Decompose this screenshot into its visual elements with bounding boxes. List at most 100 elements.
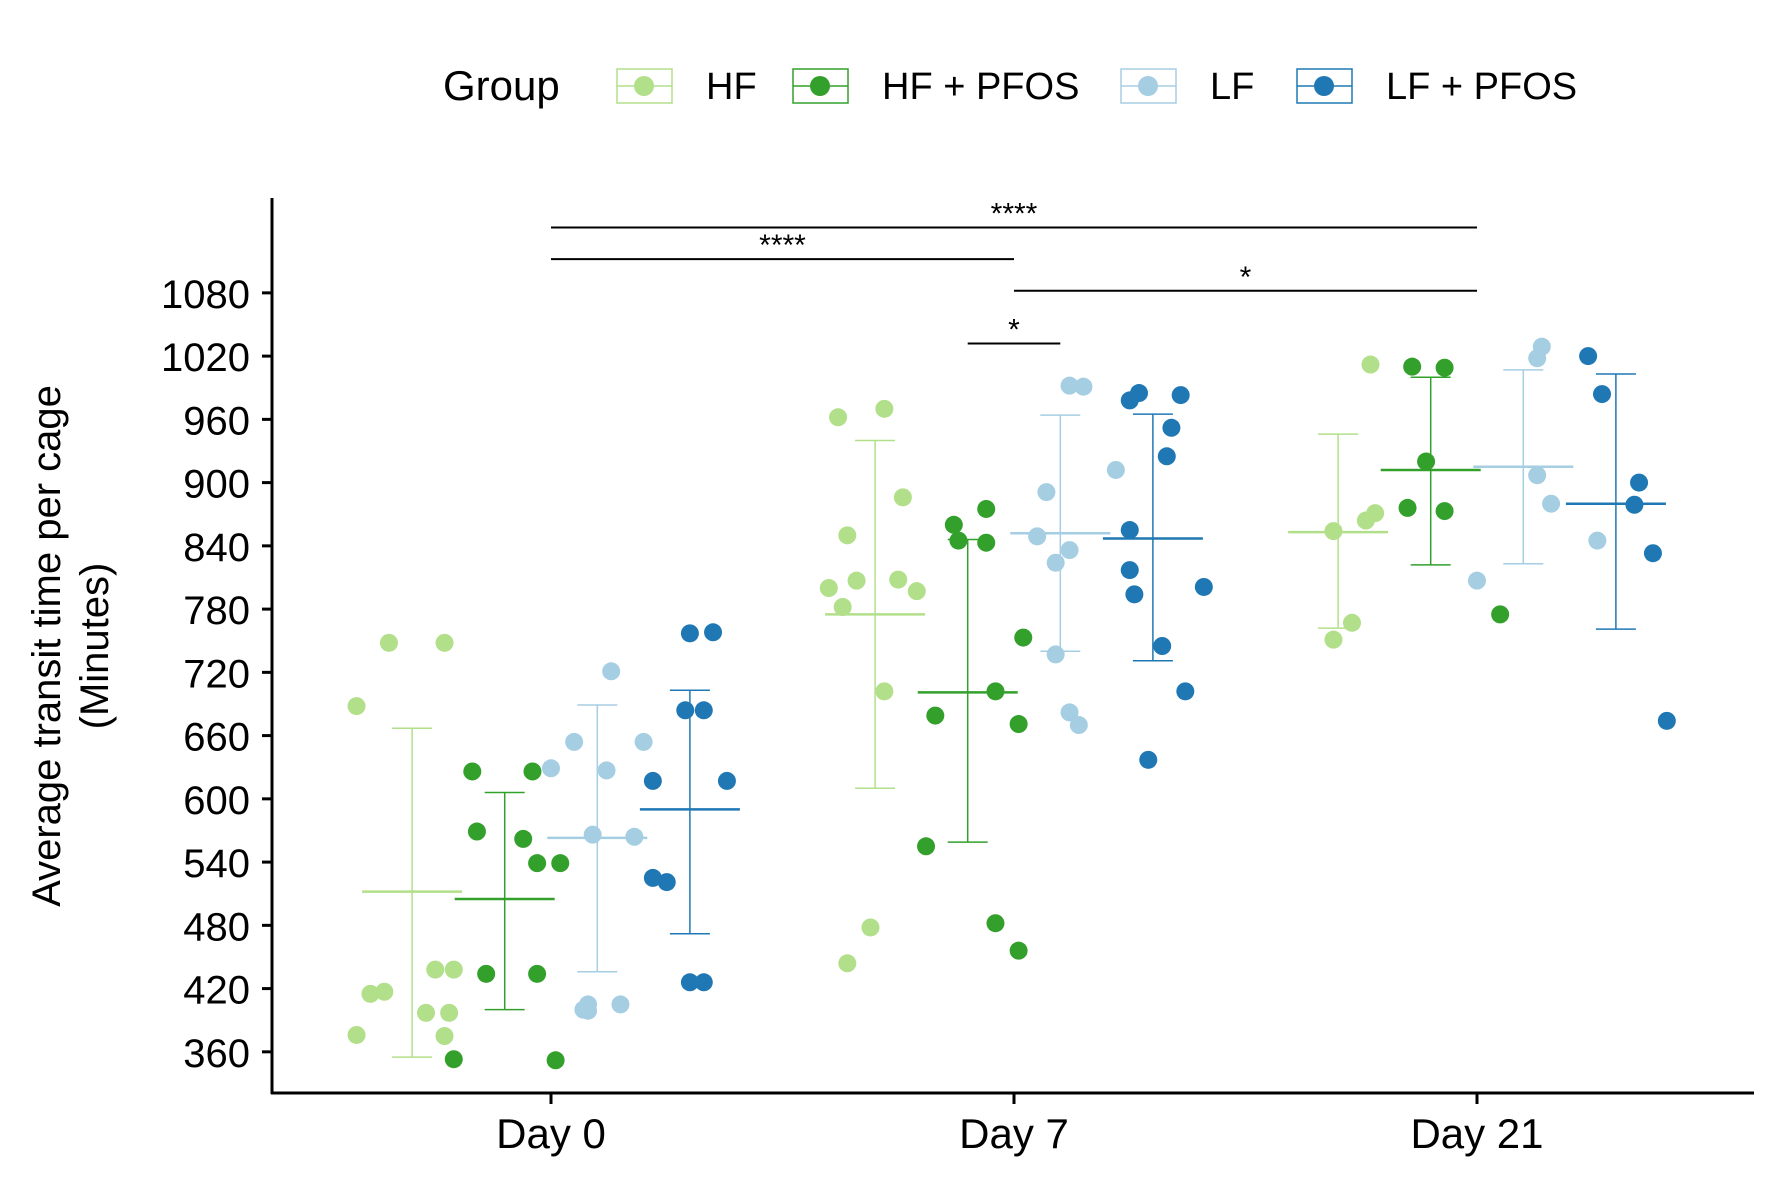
data-point bbox=[463, 762, 482, 781]
legend-label: HF + PFOS bbox=[882, 66, 1079, 108]
data-point bbox=[889, 570, 908, 589]
data-point bbox=[861, 918, 880, 937]
significance-bracket: **** bbox=[551, 229, 1014, 262]
data-point bbox=[977, 533, 996, 552]
data-point bbox=[1162, 418, 1181, 437]
data-point bbox=[717, 771, 736, 790]
data-point bbox=[1324, 522, 1343, 541]
legend-label: LF + PFOS bbox=[1386, 66, 1577, 108]
y-axis-title: Average transit time per cage (Minutes) bbox=[25, 385, 117, 907]
legend-item-lf-pfos: LF + PFOS bbox=[1296, 66, 1577, 108]
summary-hf-pfos-2 bbox=[1380, 376, 1481, 566]
legend-title: Group bbox=[443, 62, 560, 109]
data-point bbox=[694, 701, 713, 720]
data-point bbox=[611, 995, 630, 1014]
data-point bbox=[1194, 577, 1213, 596]
data-point bbox=[704, 623, 723, 642]
y-tick-label: 360 bbox=[183, 1032, 250, 1076]
data-point bbox=[838, 954, 857, 973]
data-point bbox=[435, 1027, 454, 1046]
data-point bbox=[379, 633, 398, 652]
legend-key-dot bbox=[1138, 76, 1158, 96]
data-point bbox=[583, 825, 602, 844]
x-tick-label: Day 21 bbox=[1410, 1110, 1543, 1157]
data-point bbox=[347, 697, 366, 716]
data-point bbox=[1643, 544, 1662, 563]
data-point bbox=[819, 579, 838, 598]
data-point bbox=[1588, 531, 1607, 550]
data-point bbox=[1435, 358, 1454, 377]
y-tick-label: 780 bbox=[183, 589, 250, 633]
legend-key-dot bbox=[634, 76, 654, 96]
data-point bbox=[875, 682, 894, 701]
data-point bbox=[444, 1050, 463, 1069]
data-point bbox=[426, 960, 445, 979]
data-point bbox=[847, 571, 866, 590]
significance-label: **** bbox=[759, 229, 806, 262]
data-point bbox=[444, 960, 463, 979]
data-point bbox=[416, 1003, 435, 1022]
data-point bbox=[1366, 504, 1385, 523]
data-point bbox=[1060, 541, 1079, 560]
data-point bbox=[694, 973, 713, 992]
data-point bbox=[375, 982, 394, 1001]
summary-bars bbox=[362, 369, 1666, 1058]
x-axis-ticks: Day 0 Day 7 Day 21 bbox=[496, 1093, 1544, 1157]
data-point bbox=[361, 984, 380, 1003]
data-point bbox=[1060, 703, 1079, 722]
data-point bbox=[680, 624, 699, 643]
data-point bbox=[643, 868, 662, 887]
data-point bbox=[467, 822, 486, 841]
y-axis-label: Average transit time per cage bbox=[25, 385, 69, 907]
data-point bbox=[1009, 715, 1028, 734]
data-point bbox=[1120, 561, 1139, 580]
data-point bbox=[977, 499, 996, 518]
data-point bbox=[676, 701, 695, 720]
data-point bbox=[1176, 682, 1195, 701]
data-point bbox=[1417, 452, 1436, 471]
data-point bbox=[875, 399, 894, 418]
data-point bbox=[1139, 750, 1158, 769]
data-point bbox=[1014, 628, 1033, 647]
y-tick-label: 1080 bbox=[161, 273, 250, 317]
data-point bbox=[833, 597, 852, 616]
data-point bbox=[1528, 349, 1547, 368]
data-point bbox=[1060, 376, 1079, 395]
data-point bbox=[528, 964, 547, 983]
data-point bbox=[1579, 347, 1598, 366]
data-point bbox=[1361, 355, 1380, 374]
significance-annotations: ********** bbox=[551, 198, 1477, 346]
data-point bbox=[1153, 637, 1172, 655]
data-point bbox=[949, 531, 968, 550]
data-point bbox=[1069, 716, 1088, 735]
y-axis-ticks: 360 420 480 540 600 660 720 780 840 900 960 1020 108… bbox=[161, 273, 272, 1076]
summary-lf-1 bbox=[1010, 414, 1111, 653]
data-point bbox=[1342, 613, 1361, 632]
y-tick-label: 900 bbox=[183, 463, 250, 507]
data-point bbox=[634, 732, 653, 751]
data-point bbox=[1028, 527, 1047, 546]
data-point bbox=[1324, 630, 1343, 649]
summary-lf-2 bbox=[1473, 369, 1574, 565]
data-point bbox=[643, 771, 662, 790]
data-point bbox=[838, 526, 857, 545]
data-point bbox=[1403, 357, 1422, 376]
data-point bbox=[579, 1001, 598, 1020]
data-point bbox=[1468, 571, 1486, 590]
data-point bbox=[1046, 553, 1065, 572]
data-point bbox=[1630, 473, 1649, 492]
summary-lf-pfos-2 bbox=[1565, 373, 1666, 630]
legend-label: LF bbox=[1210, 66, 1254, 108]
data-points bbox=[347, 337, 1676, 1070]
y-tick-label: 600 bbox=[183, 779, 250, 823]
significance-label: **** bbox=[991, 198, 1038, 231]
x-tick-label: Day 7 bbox=[959, 1110, 1069, 1157]
legend-label: HF bbox=[706, 66, 757, 108]
significance-bracket: * bbox=[967, 313, 1061, 346]
data-point bbox=[523, 762, 542, 781]
data-point bbox=[1593, 385, 1612, 404]
legend-item-lf: LF bbox=[1120, 66, 1254, 108]
data-point bbox=[477, 964, 496, 983]
data-point bbox=[597, 761, 616, 780]
significance-label: * bbox=[1008, 313, 1020, 346]
